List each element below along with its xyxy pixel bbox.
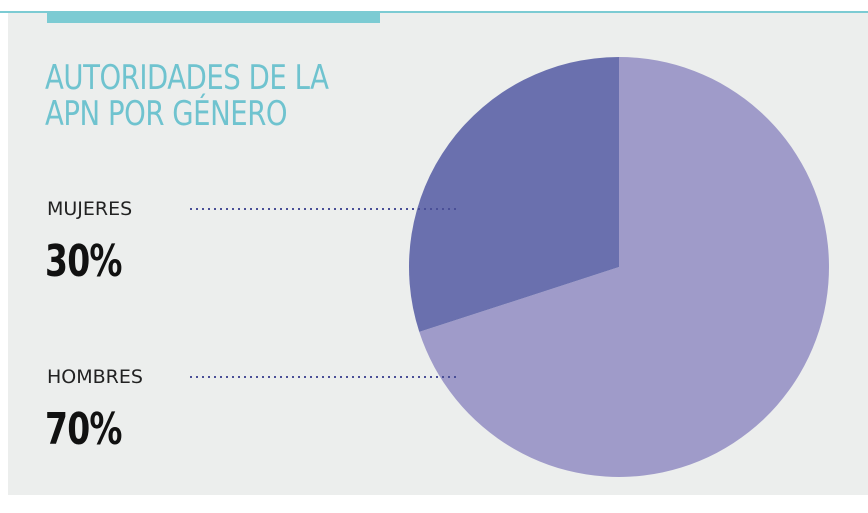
- value-label: 30%: [45, 236, 122, 287]
- pie-slice: [409, 57, 619, 332]
- chart-title: AUTORIDADES DE LA APN POR GÉNERO: [45, 58, 329, 134]
- top-rule: [0, 11, 868, 13]
- value-label: 70%: [45, 404, 122, 455]
- legend-label: MUJERES: [47, 198, 133, 220]
- legend-label: HOMBRES: [47, 366, 143, 388]
- pie-slice: [419, 57, 830, 478]
- top-bar: [47, 11, 380, 23]
